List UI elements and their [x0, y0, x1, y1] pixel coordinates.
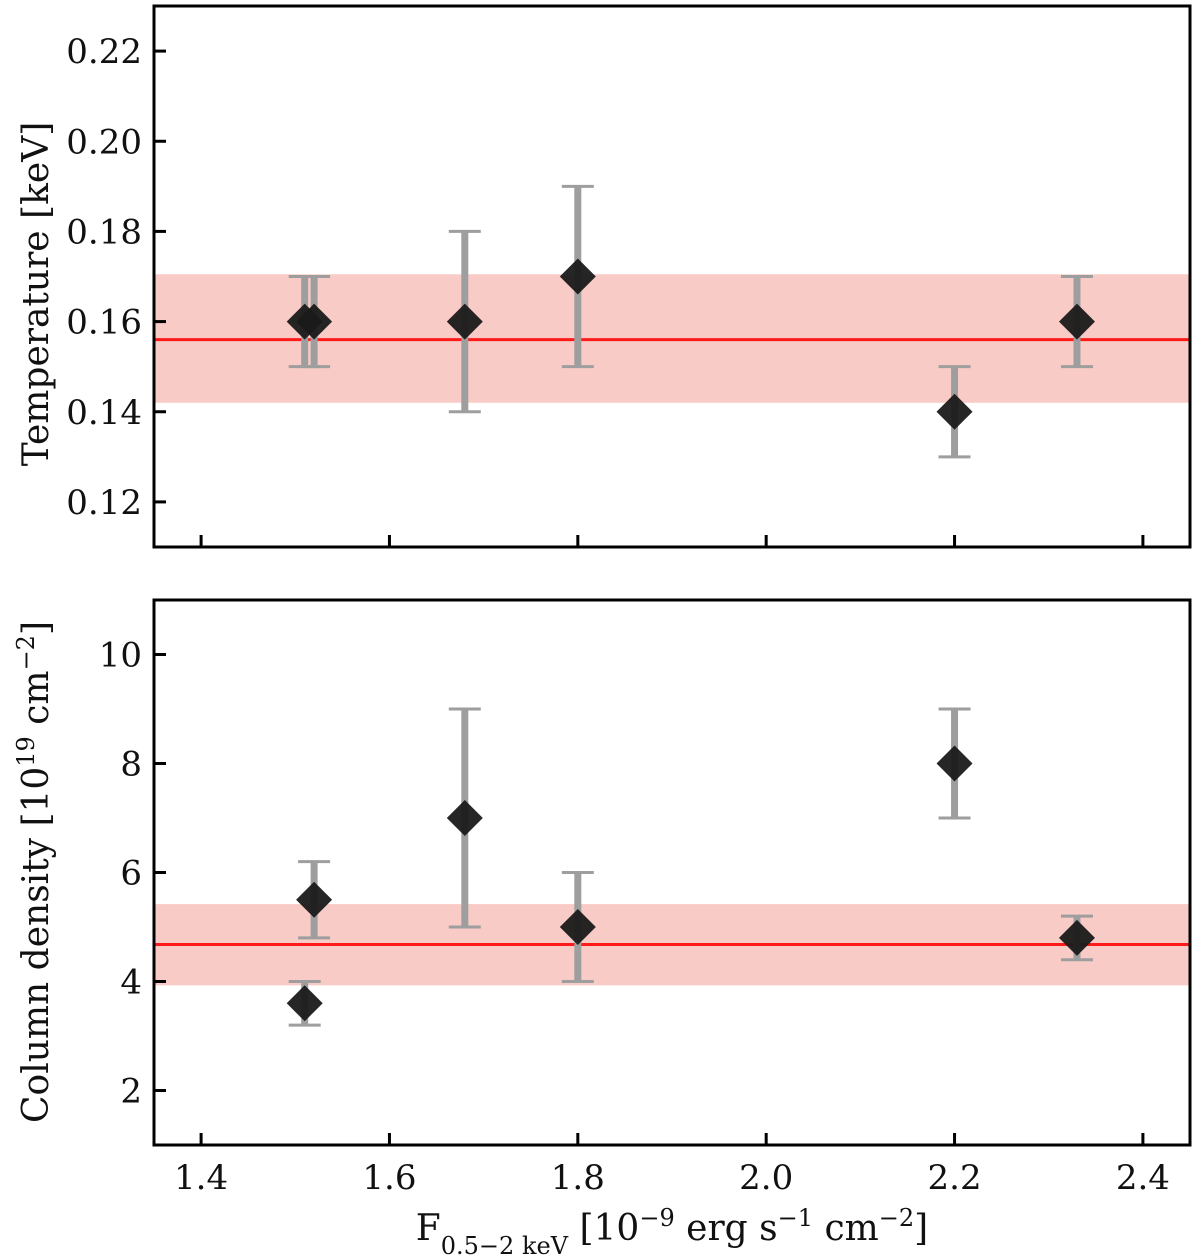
ylabel-exponent: 19: [12, 736, 40, 767]
xlabel-exponent-1: −9: [639, 1204, 674, 1232]
y-tick-label: 10: [99, 636, 142, 676]
data-point-6: [1058, 303, 1095, 340]
xlabel-exponent-2: −1: [778, 1204, 813, 1232]
data-point-4: [559, 258, 596, 295]
x-tick-label: 2.4: [1116, 1158, 1170, 1198]
data-point-4: [559, 909, 596, 945]
data-point-3: [446, 800, 483, 836]
ylabel-unit: cm: [16, 670, 57, 736]
x-axis-title: F0.5−2 keV [10−9 erg s−1 cm−2]: [416, 1204, 928, 1260]
ylabel-text: Column density [10: [16, 767, 57, 1123]
data-point-5: [936, 393, 973, 430]
y-tick-label: 8: [120, 745, 142, 785]
x-tick-label: 1.6: [362, 1158, 416, 1198]
y-tick-label: 0.20: [66, 122, 142, 162]
data-point-5: [936, 745, 973, 782]
y-tick-label: 4: [120, 963, 142, 1003]
y-tick-label: 0.12: [66, 483, 142, 523]
temperature-y-axis-title: Temperature [keV]: [16, 122, 57, 467]
xlabel-base: F: [416, 1208, 441, 1249]
plot-frame: [152, 598, 1192, 1147]
temperature-panel: 0.12 0.14 0.16 0.18 0.20 0.22: [66, 4, 1192, 549]
xlabel-close: ]: [914, 1208, 928, 1249]
data-point-2: [296, 303, 333, 340]
column-density-y-axis-title: Column density [1019 cm−2]: [12, 621, 57, 1123]
y-tick-label: 0.18: [66, 212, 142, 252]
ylabel-close: ]: [16, 621, 57, 635]
x-tick-label: 2.0: [739, 1158, 793, 1198]
plot-frame: [152, 4, 1192, 549]
xlabel-exponent-3: −2: [879, 1204, 914, 1232]
xlabel-subscript: 0.5−2 keV: [441, 1232, 569, 1260]
y-tick-label: 6: [120, 854, 142, 894]
xlabel-mid: erg s: [675, 1208, 778, 1249]
y-tick-label: 0.14: [66, 393, 142, 433]
x-tick-label: 2.2: [928, 1158, 982, 1198]
y-tick-label: 0.16: [66, 303, 142, 343]
xlabel-text: [10: [568, 1208, 639, 1249]
x-tick-label: 1.4: [174, 1158, 228, 1198]
data-point-6: [1058, 919, 1095, 956]
xlabel-mid-2: cm: [813, 1208, 879, 1249]
x-tick-label: 1.8: [551, 1158, 605, 1198]
ylabel-unit-exponent: −2: [12, 635, 40, 670]
y-tick-label: 0.22: [66, 32, 142, 72]
y-tick-label: 2: [120, 1072, 142, 1112]
data-point-3: [446, 303, 483, 340]
data-point-1: [286, 985, 323, 1022]
column-density-panel: 1.4 1.6 1.8 2.0 2.2 2.4 2 4 6 8 10: [99, 598, 1192, 1198]
data-point-2: [296, 881, 333, 918]
